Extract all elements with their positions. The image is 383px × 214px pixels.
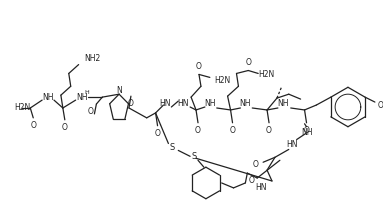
Text: O: O xyxy=(62,123,68,132)
Text: H2N: H2N xyxy=(214,76,230,85)
Text: H: H xyxy=(84,90,89,95)
Text: H2N: H2N xyxy=(15,104,31,113)
Text: O: O xyxy=(378,101,383,110)
Text: O: O xyxy=(248,177,254,186)
Text: N: N xyxy=(116,86,122,95)
Text: O: O xyxy=(252,160,258,169)
Text: O: O xyxy=(304,126,309,135)
Text: O: O xyxy=(128,99,134,108)
Text: S: S xyxy=(170,143,175,152)
Text: S: S xyxy=(192,152,197,161)
Text: HN: HN xyxy=(177,99,189,108)
Text: H2N: H2N xyxy=(258,70,275,79)
Text: NH2: NH2 xyxy=(85,54,101,63)
Text: O: O xyxy=(266,126,272,135)
Text: O: O xyxy=(195,126,201,135)
Text: O: O xyxy=(88,107,93,116)
Text: HN: HN xyxy=(160,99,171,108)
Text: O: O xyxy=(196,62,202,71)
Text: O: O xyxy=(30,121,36,130)
Text: NH: NH xyxy=(301,128,312,137)
Text: NH: NH xyxy=(204,99,216,108)
Text: NH: NH xyxy=(76,93,87,102)
Text: NH: NH xyxy=(42,93,54,102)
Text: NH: NH xyxy=(240,99,251,108)
Text: HN: HN xyxy=(286,140,298,149)
Text: O: O xyxy=(229,126,236,135)
Text: NH: NH xyxy=(277,99,289,108)
Text: HN: HN xyxy=(255,183,267,192)
Text: O: O xyxy=(155,129,160,138)
Text: O: O xyxy=(246,58,251,67)
